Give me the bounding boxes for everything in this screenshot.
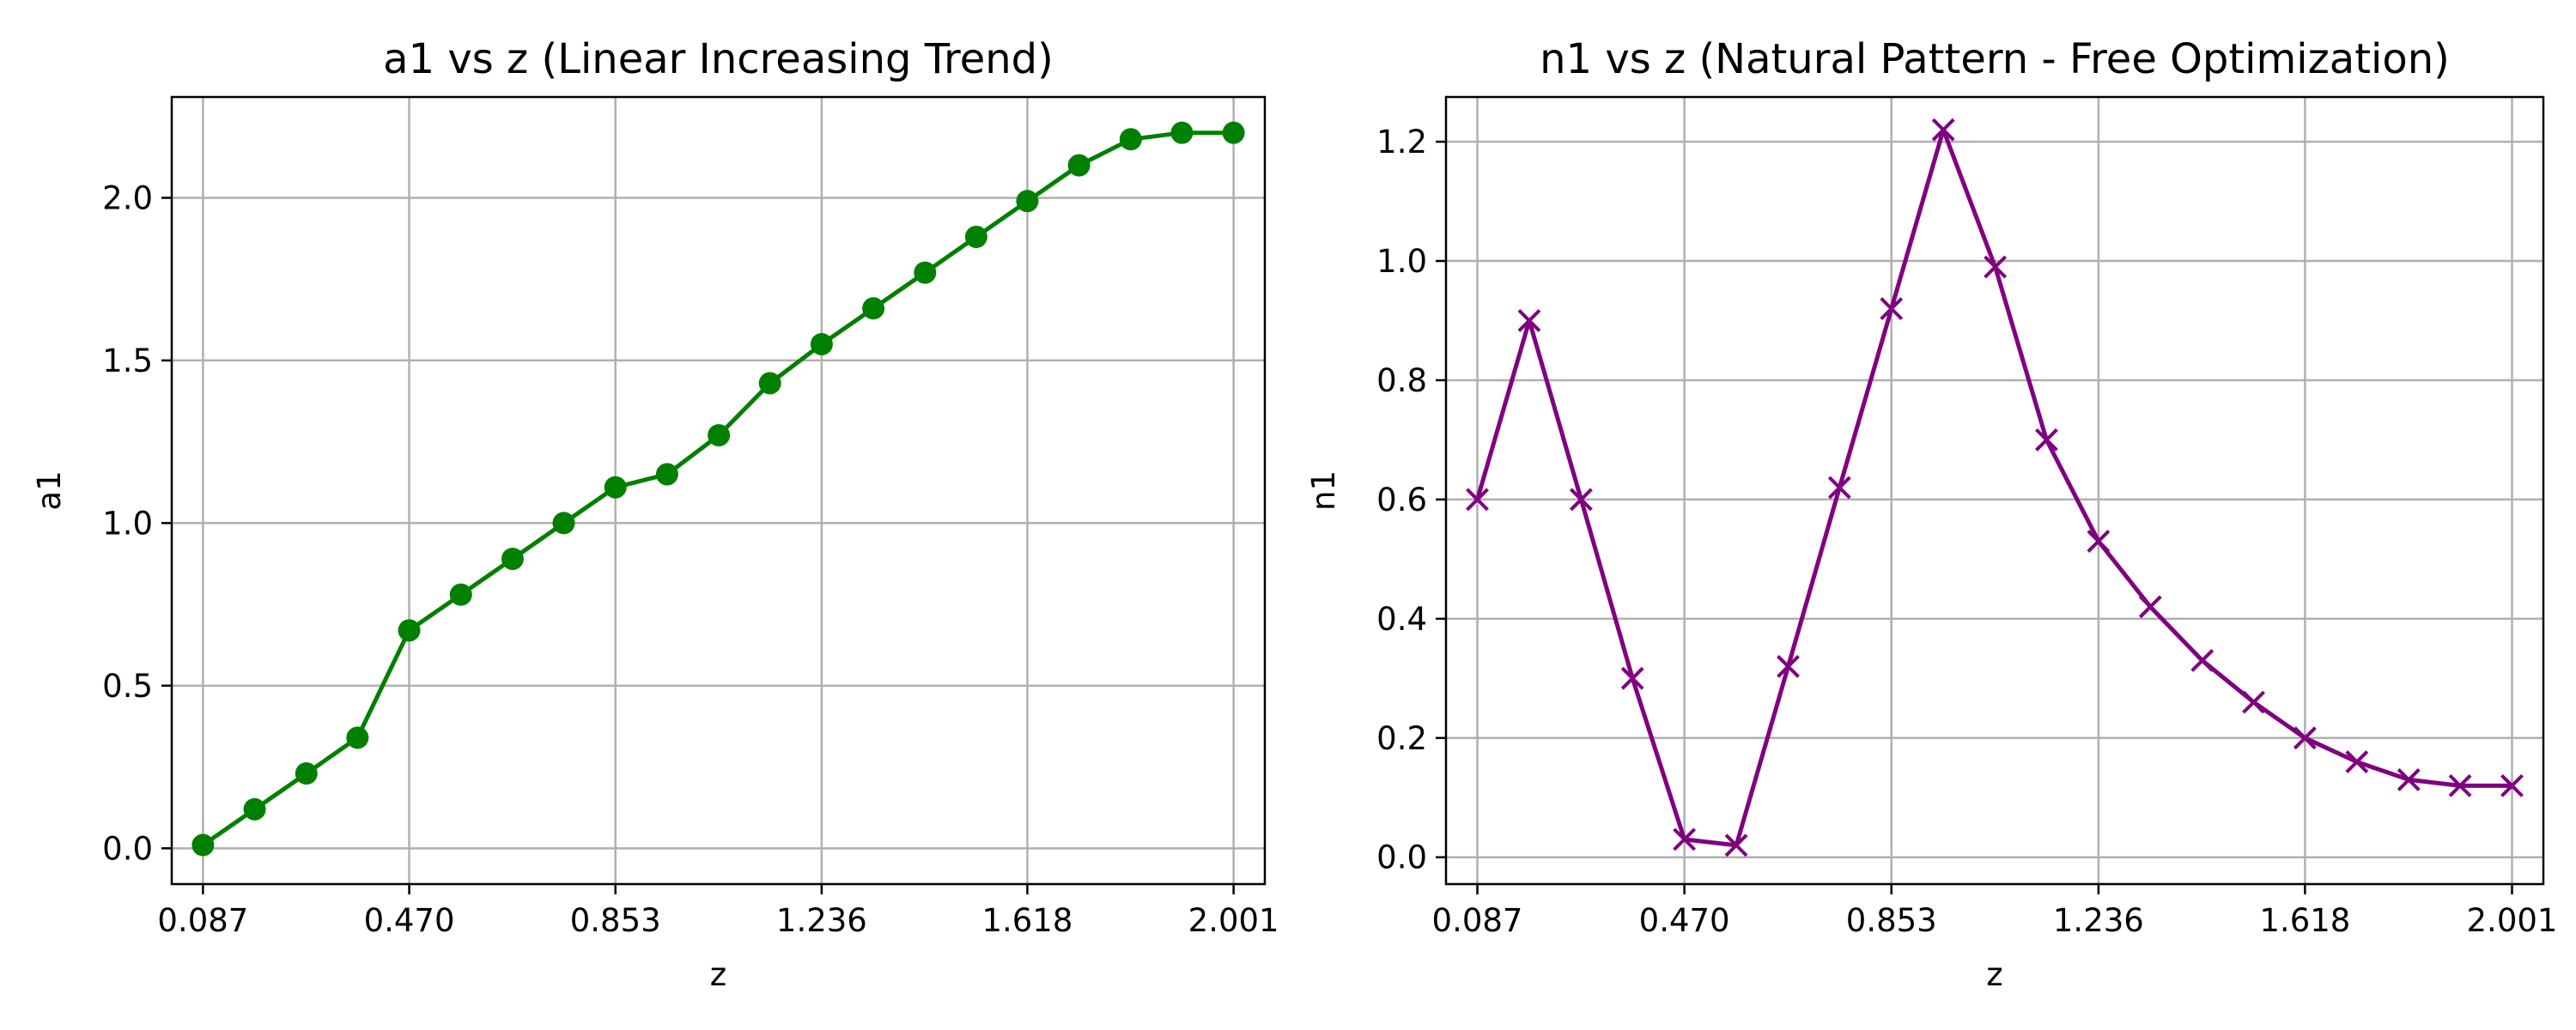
data-point — [449, 583, 472, 606]
y-tick-label: 1.5 — [102, 342, 153, 379]
data-point — [862, 297, 885, 320]
x-tick-label: 0.087 — [157, 902, 248, 939]
chart-title: a1 vs z (Linear Increasing Trend) — [383, 35, 1054, 83]
y-tick-label: 0.0 — [102, 830, 153, 867]
data-point — [2138, 595, 2162, 619]
data-point — [604, 476, 627, 499]
data-point — [1827, 476, 1851, 500]
x-tick-label: 1.236 — [2053, 902, 2144, 939]
data-point — [1517, 309, 1541, 332]
data-point — [758, 372, 781, 395]
data-point — [552, 512, 575, 535]
y-tick-label: 0.5 — [102, 668, 153, 705]
data-point — [1222, 121, 1245, 144]
y-tick-label: 2.0 — [102, 179, 153, 216]
y-axis-label: n1 — [1305, 470, 1342, 511]
data-point — [2397, 768, 2421, 791]
data-point — [1569, 488, 1593, 512]
data-point — [1673, 827, 1697, 851]
x-tick-label: 1.618 — [2259, 902, 2350, 939]
data-point — [1170, 121, 1194, 144]
data-point — [2242, 690, 2265, 714]
data-series — [1466, 118, 2524, 857]
data-point — [1016, 190, 1039, 213]
x-tick-label: 0.853 — [1846, 902, 1937, 939]
x-tick-label: 0.087 — [1432, 902, 1523, 939]
chart-title: n1 vs z (Natural Pattern - Free Optimiza… — [1540, 35, 2450, 83]
data-point — [295, 762, 318, 785]
y-tick-label: 1.0 — [102, 505, 153, 542]
x-tick-label: 0.853 — [570, 902, 661, 939]
x-tick-label: 1.618 — [981, 902, 1072, 939]
data-point — [1067, 154, 1091, 177]
y-tick-label: 1.0 — [1376, 243, 1427, 280]
data-point — [191, 833, 215, 857]
data-point — [2035, 428, 2058, 451]
y-tick-label: 1.2 — [1376, 124, 1427, 161]
data-series — [191, 121, 1245, 857]
data-point — [1724, 833, 1748, 857]
data-point — [1777, 655, 1800, 678]
data-point — [1620, 666, 1644, 690]
plot-frame — [170, 95, 1267, 886]
data-point — [655, 463, 678, 486]
y-tick-label: 0.0 — [1376, 839, 1427, 876]
y-tick-label: 0.4 — [1376, 601, 1427, 638]
y-axis-label: a1 — [31, 470, 68, 510]
chart-a1-vs-z: a1 vs z (Linear Increasing Trend) z a1 0… — [31, 35, 1279, 993]
data-point — [708, 424, 731, 447]
chart-n1-vs-z: n1 vs z (Natural Pattern - Free Optimiza… — [1305, 35, 2557, 993]
x-axis-label: z — [710, 956, 726, 993]
data-point — [501, 548, 524, 571]
data-point — [1466, 488, 1489, 512]
data-point — [2448, 773, 2472, 797]
data-point — [398, 619, 421, 642]
data-point — [2345, 750, 2369, 774]
data-point — [810, 332, 833, 355]
data-point — [914, 261, 937, 284]
data-point — [1984, 255, 2008, 279]
plot-frame — [1444, 95, 2545, 886]
grid — [172, 97, 1265, 884]
x-tick-label: 2.001 — [2467, 902, 2558, 939]
data-point — [1119, 128, 1142, 151]
y-tick-label: 0.6 — [1376, 482, 1427, 518]
y-tick-label: 0.8 — [1376, 362, 1427, 399]
data-point — [243, 797, 266, 821]
data-point — [2190, 649, 2215, 672]
x-axis-label: z — [1986, 956, 2002, 993]
grid — [1446, 97, 2543, 884]
x-tick-label: 0.470 — [1639, 902, 1730, 939]
x-tick-label: 1.236 — [776, 902, 867, 939]
x-tick-label: 0.470 — [364, 902, 455, 939]
data-point — [1880, 297, 1904, 321]
data-point — [2087, 530, 2111, 553]
data-point — [1931, 118, 1955, 142]
data-point — [346, 726, 369, 749]
data-point — [2500, 773, 2524, 797]
x-tick-label: 2.001 — [1188, 902, 1279, 939]
data-point — [964, 225, 987, 248]
y-tick-label: 0.2 — [1376, 720, 1427, 757]
data-point — [2293, 726, 2317, 750]
